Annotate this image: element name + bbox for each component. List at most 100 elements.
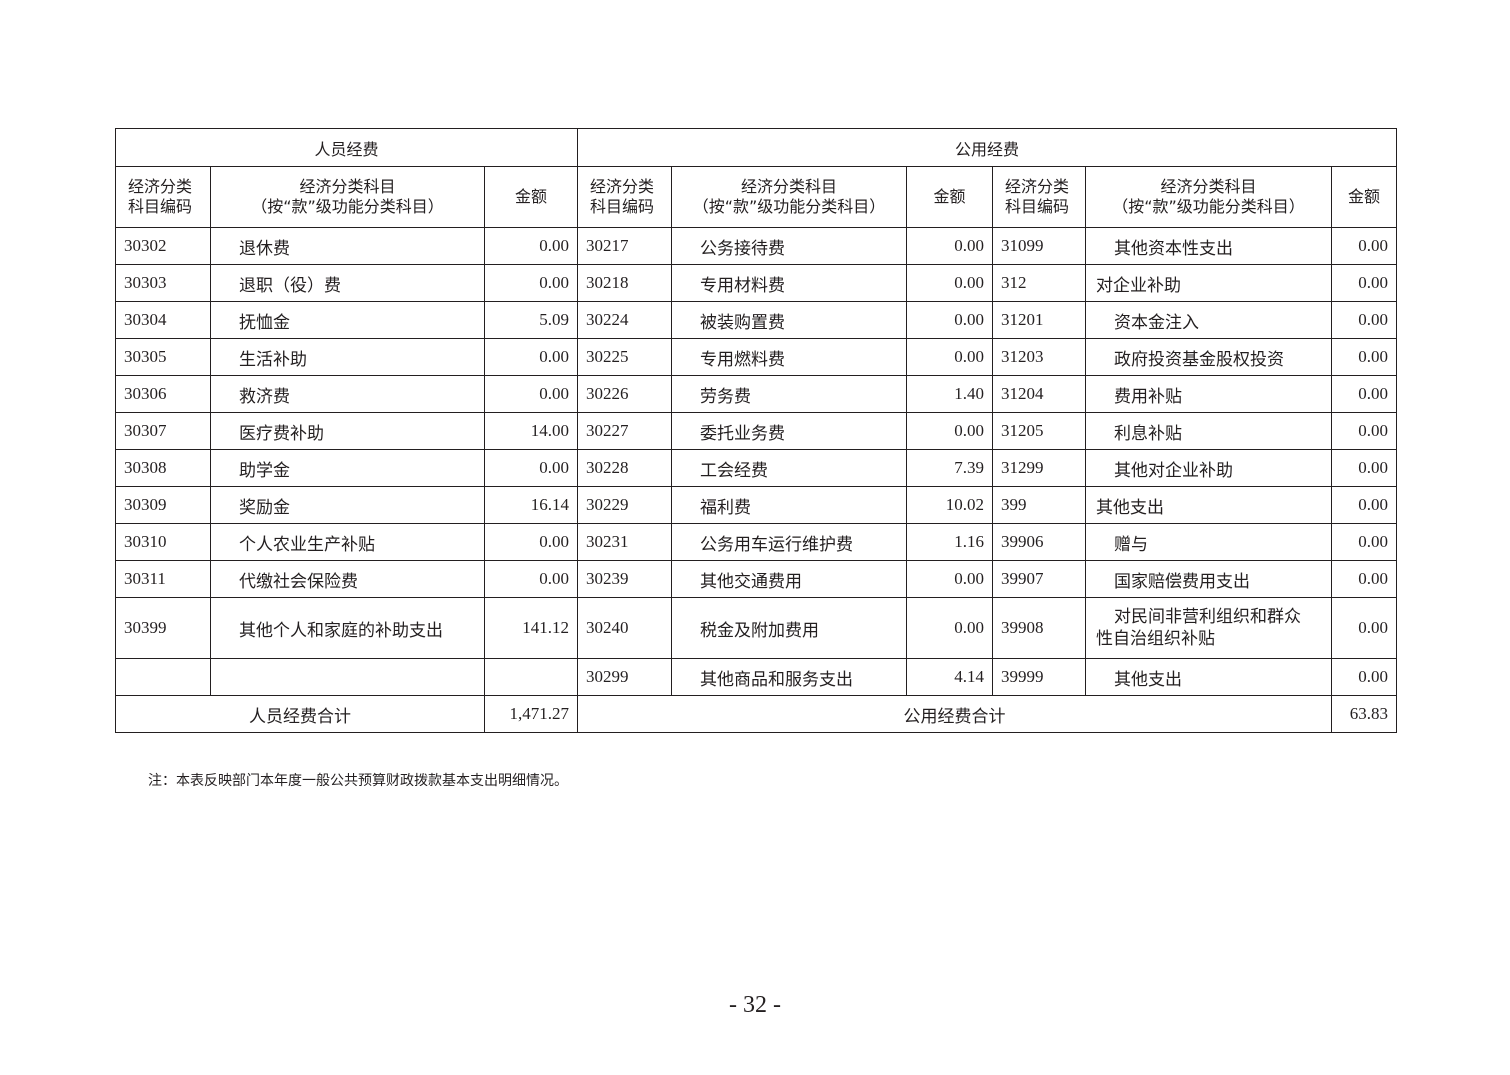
capital-amount: 0.00 <box>1331 338 1398 376</box>
public-subject: 公务用车运行维护费 <box>671 523 908 561</box>
capital-code: 31204 <box>992 375 1087 413</box>
personnel-amount: 0.00 <box>483 523 579 561</box>
capital-subject: 其他资本性支出 <box>1085 227 1333 265</box>
capital-code: 39906 <box>992 523 1087 561</box>
capital-subject: 其他对企业补助 <box>1085 449 1333 487</box>
personnel-code: 30304 <box>115 301 211 339</box>
capital-code: 31203 <box>992 338 1087 376</box>
table-row: 30307 医疗费补助 14.00 30227 委托业务费 0.00 31205 利息补贴 0.… <box>115 412 1398 450</box>
public-amount: 1.16 <box>906 523 994 561</box>
public-subject: 其他交通费用 <box>671 560 908 598</box>
public-subject: 劳务费 <box>671 375 908 413</box>
personnel-code <box>115 658 211 696</box>
table-row: 30310 个人农业生产补贴 0.00 30231 公务用车运行维护费 1.16 39906… <box>115 523 1398 561</box>
basic-expenditure-table: 人员经费 公用经费 经济分类科目编码 经济分类科目 （按“款”级功能分类科目） 金… <box>114 128 1398 733</box>
capital-subject: 对民间非营利组织和群众性自治组织补贴 <box>1085 597 1333 659</box>
public-code: 30299 <box>577 658 673 696</box>
personnel-code: 30309 <box>115 486 211 524</box>
public-subject: 其他商品和服务支出 <box>671 658 908 696</box>
personnel-amount: 5.09 <box>483 301 579 339</box>
capital-code: 399 <box>992 486 1087 524</box>
personnel-subject: 生活补助 <box>210 338 485 376</box>
public-subject: 公务接待费 <box>671 227 908 265</box>
capital-code: 39908 <box>992 597 1087 659</box>
header-subject-line1: 经济分类科目 <box>741 177 838 196</box>
personnel-subject: 助学金 <box>210 449 485 487</box>
public-amount: 4.14 <box>906 658 994 696</box>
personnel-subject: 其他个人和家庭的补助支出 <box>210 597 485 659</box>
personnel-subject: 救济费 <box>210 375 485 413</box>
capital-amount: 0.00 <box>1331 560 1398 598</box>
header-subject: 经济分类科目 （按“款”级功能分类科目） <box>210 166 485 228</box>
capital-subject: 利息补贴 <box>1085 412 1333 450</box>
personnel-code: 30302 <box>115 227 211 265</box>
public-code: 30218 <box>577 264 673 302</box>
public-subject: 工会经费 <box>671 449 908 487</box>
table-row: 30399 其他个人和家庭的补助支出 141.12 30240 税金及附加费用 0.00 3… <box>115 597 1398 659</box>
capital-subject: 其他支出 <box>1085 658 1333 696</box>
public-code: 30226 <box>577 375 673 413</box>
column-header-row: 经济分类科目编码 经济分类科目 （按“款”级功能分类科目） 金额 经济分类科目编码… <box>115 166 1398 228</box>
capital-subject: 资本金注入 <box>1085 301 1333 339</box>
capital-amount: 0.00 <box>1331 597 1398 659</box>
personnel-subject: 奖励金 <box>210 486 485 524</box>
table-row: 30305 生活补助 0.00 30225 专用燃料费 0.00 31203 政府投资基金股权… <box>115 338 1398 376</box>
header-subject: 经济分类科目 （按“款”级功能分类科目） <box>1085 166 1333 228</box>
table-row: 30309 奖励金 16.14 30229 福利费 10.02 399 其他支出 0.00 <box>115 486 1398 524</box>
personnel-subject: 代缴社会保险费 <box>210 560 485 598</box>
personnel-amount: 14.00 <box>483 412 579 450</box>
public-subject: 委托业务费 <box>671 412 908 450</box>
personnel-amount: 0.00 <box>483 449 579 487</box>
header-subject-line1: 经济分类科目 <box>299 177 396 196</box>
public-subject: 专用燃料费 <box>671 338 908 376</box>
capital-subject: 其他支出 <box>1085 486 1333 524</box>
personnel-subject: 医疗费补助 <box>210 412 485 450</box>
capital-amount: 0.00 <box>1331 449 1398 487</box>
header-code: 经济分类科目编码 <box>115 166 211 228</box>
public-amount: 0.00 <box>906 560 994 598</box>
public-subject: 专用材料费 <box>671 264 908 302</box>
capital-amount: 0.00 <box>1331 658 1398 696</box>
table-row: 30303 退职（役）费 0.00 30218 专用材料费 0.00 312 对企业补助 0.0… <box>115 264 1398 302</box>
public-amount: 0.00 <box>906 597 994 659</box>
public-code: 30227 <box>577 412 673 450</box>
public-amount: 7.39 <box>906 449 994 487</box>
table-row: 30299 其他商品和服务支出 4.14 39999 其他支出 0.00 <box>115 658 1398 696</box>
capital-amount: 0.00 <box>1331 301 1398 339</box>
table-row: 30311 代缴社会保险费 0.00 30239 其他交通费用 0.00 39907 国家赔偿… <box>115 560 1398 598</box>
capital-code: 39907 <box>992 560 1087 598</box>
section-personnel: 人员经费 <box>114 128 579 167</box>
public-amount: 0.00 <box>906 264 994 302</box>
capital-amount: 0.00 <box>1331 523 1398 561</box>
header-subject-line2: （按“款”级功能分类科目） <box>1112 197 1305 216</box>
personnel-code: 30303 <box>115 264 211 302</box>
header-subject-line1: 经济分类科目 <box>1160 177 1257 196</box>
public-amount: 0.00 <box>906 301 994 339</box>
capital-amount: 0.00 <box>1331 375 1398 413</box>
capital-code: 39999 <box>992 658 1087 696</box>
header-code: 经济分类科目编码 <box>577 166 673 228</box>
header-amount: 金额 <box>483 166 579 228</box>
personnel-code: 30310 <box>115 523 211 561</box>
public-amount: 1.40 <box>906 375 994 413</box>
capital-subject: 对企业补助 <box>1085 264 1333 302</box>
table-row: 30306 救济费 0.00 30226 劳务费 1.40 31204 费用补贴 0.00 <box>115 375 1398 413</box>
personnel-amount: 0.00 <box>483 227 579 265</box>
header-subject: 经济分类科目 （按“款”级功能分类科目） <box>671 166 908 228</box>
capital-amount: 0.00 <box>1331 486 1398 524</box>
personnel-code: 30308 <box>115 449 211 487</box>
public-code: 30224 <box>577 301 673 339</box>
public-code: 30229 <box>577 486 673 524</box>
capital-subject: 赠与 <box>1085 523 1333 561</box>
table-note: 注：本表反映部门本年度一般公共预算财政拨款基本支出明细情况。 <box>148 774 568 789</box>
capital-amount: 0.00 <box>1331 412 1398 450</box>
personnel-subject: 个人农业生产补贴 <box>210 523 485 561</box>
capital-code: 31201 <box>992 301 1087 339</box>
capital-amount: 0.00 <box>1331 227 1398 265</box>
personnel-code: 30307 <box>115 412 211 450</box>
personnel-code: 30311 <box>115 560 211 598</box>
totals-row: 人员经费合计 1,471.27 公用经费合计 63.83 <box>115 695 1398 733</box>
public-code: 30240 <box>577 597 673 659</box>
public-subject: 被装购置费 <box>671 301 908 339</box>
personnel-code: 30305 <box>115 338 211 376</box>
